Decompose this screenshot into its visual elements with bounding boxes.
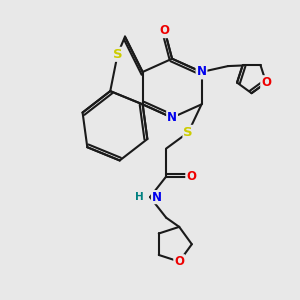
- Text: O: O: [174, 255, 184, 268]
- Text: N: N: [167, 111, 177, 124]
- Text: O: O: [186, 170, 196, 183]
- Text: S: S: [113, 48, 122, 61]
- Text: O: O: [160, 24, 170, 37]
- Text: N: N: [196, 65, 206, 79]
- Text: O: O: [261, 76, 271, 89]
- Text: S: S: [184, 126, 193, 139]
- Text: N: N: [152, 190, 161, 204]
- Text: H: H: [135, 192, 143, 202]
